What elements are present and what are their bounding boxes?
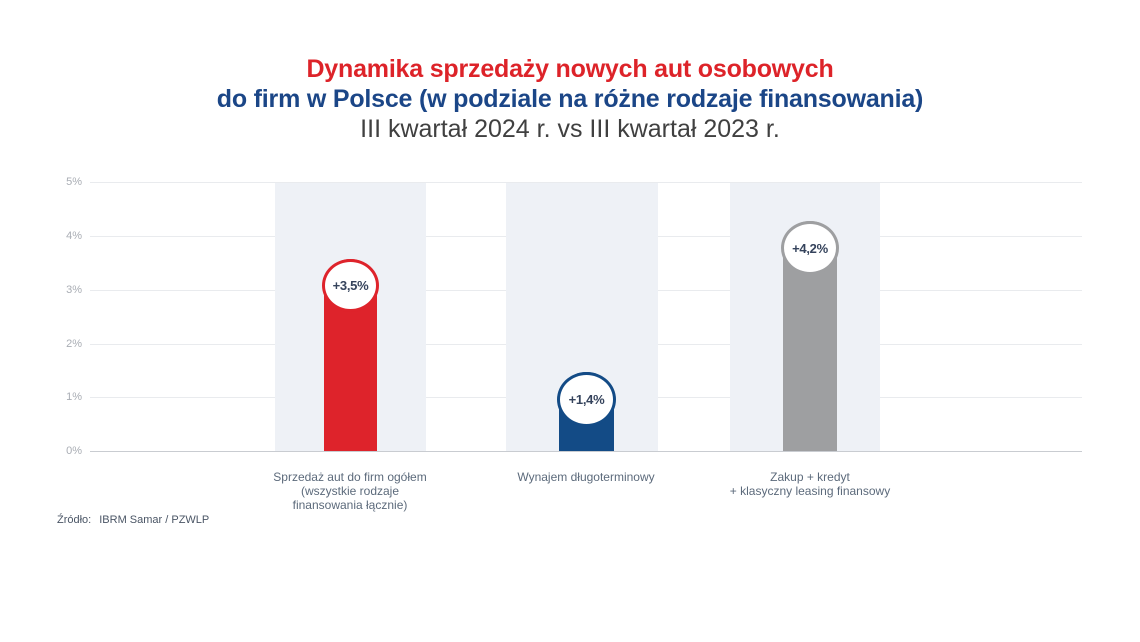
ytick-0: 0% [66, 445, 82, 457]
category-label-sprzedaz: Sprzedaż aut do firm ogółem (wszystkie r… [240, 470, 460, 512]
chart-title-line1: Dynamika sprzedaży nowych aut osobowych [306, 55, 834, 83]
ytick-5: 5% [66, 176, 82, 188]
value-badge-zakup: +4,2% [781, 221, 839, 275]
value-label-sprzedaz: +3,5% [332, 278, 369, 293]
source-text: IBRM Samar / PZWLP [99, 514, 210, 526]
ytick-1: 1% [66, 391, 82, 403]
title-block: Dynamika sprzedaży nowych aut osobowych … [0, 54, 1140, 144]
value-label-zakup: +4,2% [792, 240, 828, 256]
value-label-wynajem: +1,4% [568, 392, 605, 407]
category-label-line: finansowania łącznie) [292, 498, 408, 512]
source-note: Źródło: IBRM Samar / PZWLP [57, 514, 209, 526]
category-label-line: Wynajem długoterminowy [517, 470, 655, 484]
x-axis-line [90, 451, 1082, 452]
chart-subtitle: III kwartał 2024 r. vs III kwartał 2023 … [360, 115, 780, 143]
bar-wynajem-dlugoterminowy: +1,4% [557, 372, 616, 451]
chart-title-line2: do firm w Polsce (w podziale na różne ro… [216, 85, 924, 113]
value-badge-wynajem: +1,4% [557, 372, 616, 427]
category-label-line: Sprzedaż aut do firm ogółem [273, 470, 427, 484]
ytick-3: 3% [66, 284, 82, 296]
ytick-2: 2% [66, 338, 82, 350]
category-label-line: Zakup + kredyt [770, 470, 850, 484]
source-prefix: Źródło: [57, 514, 92, 526]
category-label-zakup: Zakup + kredyt + klasyczny leasing finan… [690, 470, 930, 498]
category-label-line: + klasyczny leasing finansowy [729, 484, 891, 498]
category-label-line: (wszystkie rodzaje [300, 484, 400, 498]
bar-sprzedaz-ogolem: +3,5% [322, 259, 379, 451]
bar-zakup-kredyt-leasing: +4,2% [781, 221, 839, 451]
value-badge-sprzedaz: +3,5% [322, 259, 379, 312]
gridline-5pct [90, 182, 1082, 183]
category-label-wynajem: Wynajem długoterminowy [476, 470, 696, 484]
ytick-4: 4% [66, 230, 82, 242]
